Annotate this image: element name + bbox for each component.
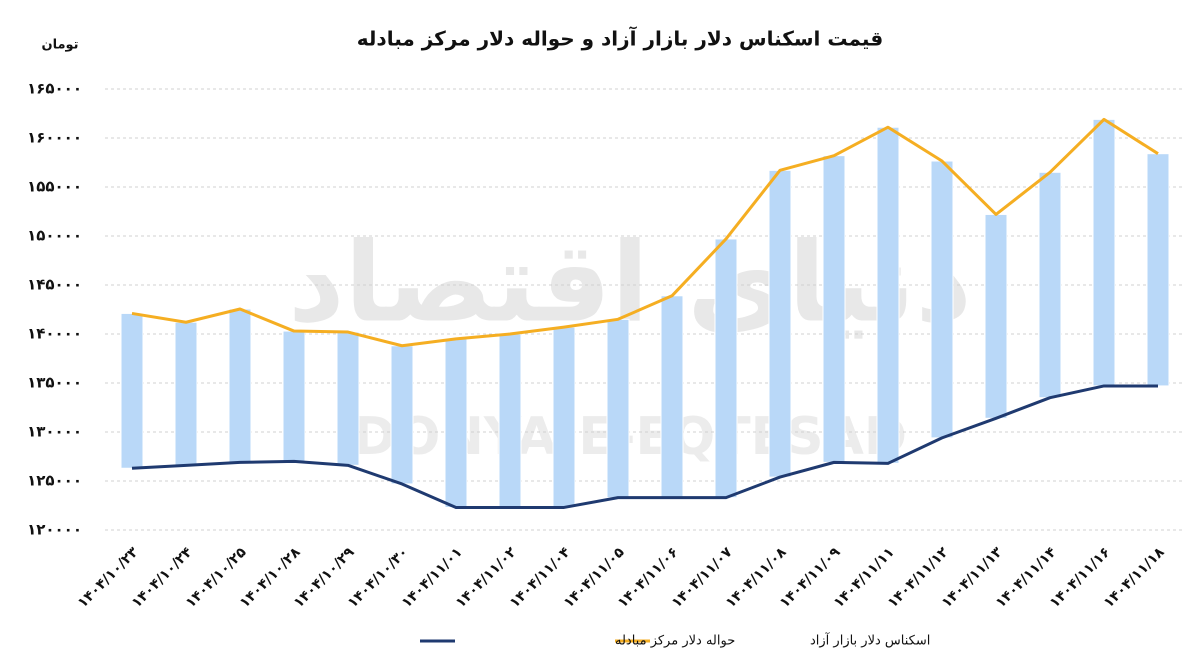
y-tick-label: ۱۴۵۰۰۰ (27, 276, 82, 294)
y-tick-label: ۱۳۰۰۰۰ (27, 423, 82, 441)
range-bar (768, 169, 792, 478)
y-tick-label: ۱۳۵۰۰۰ (27, 374, 82, 392)
series-line (131, 384, 1158, 509)
range-bar (660, 295, 684, 499)
chart-title: قیمت اسکناس دلار بازار آزاد و حواله دلار… (357, 26, 883, 51)
range-bar (714, 238, 738, 499)
y-tick-label: ۱۴۰۰۰۰ (27, 325, 82, 343)
range-bar (984, 213, 1008, 419)
y-tick-label: ۱۵۵۰۰۰ (27, 178, 82, 196)
range-bar (876, 126, 900, 464)
range-bar (498, 333, 522, 508)
range-bar (390, 345, 414, 485)
series-line (131, 117, 1159, 348)
y-tick-label: ۱۲۰۰۰۰ (27, 521, 82, 539)
y-tick-label: ۱۵۰۰۰۰ (27, 227, 82, 245)
range-bar (336, 331, 360, 466)
range-bar (1092, 118, 1116, 387)
watermark: دنیای اقتصاد (288, 218, 972, 346)
y-tick-label: ۱۶۵۰۰۰ (27, 80, 82, 98)
range-bar (822, 155, 846, 463)
y-tick-label: ۱۲۵۰۰۰ (27, 472, 82, 490)
range-bar (174, 321, 198, 466)
legend-label: اسکناس دلار بازار آزاد (810, 632, 930, 649)
range-bar (1038, 171, 1062, 399)
range-bar (552, 326, 576, 508)
range-bar (282, 330, 306, 462)
y-unit: تومان (41, 38, 78, 53)
range-bar (120, 312, 144, 469)
range-bar (1146, 153, 1170, 387)
range-bar (930, 160, 954, 439)
y-tick-label: ۱۶۰۰۰۰ (27, 129, 82, 147)
legend-label: حواله دلار مرکز مبادله (615, 634, 735, 649)
range-bar (606, 318, 630, 499)
range-bar (444, 338, 468, 508)
range-bar (228, 308, 252, 463)
